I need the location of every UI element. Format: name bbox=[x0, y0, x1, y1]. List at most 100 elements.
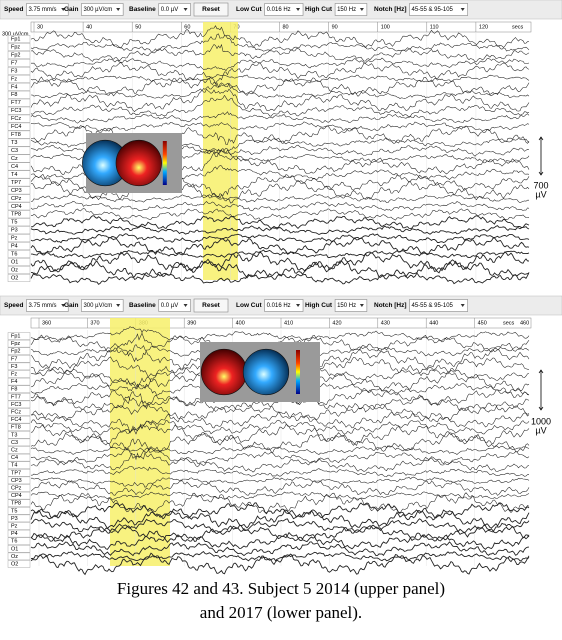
channel-label: FCz bbox=[11, 409, 21, 415]
topomap bbox=[115, 139, 162, 187]
channel-label-box bbox=[7, 347, 31, 355]
dropdown[interactable] bbox=[158, 3, 191, 16]
dropdown-value[interactable]: 150 Hz bbox=[337, 303, 356, 309]
reset-button[interactable] bbox=[193, 2, 229, 17]
time-unit: secs bbox=[503, 320, 515, 326]
dropdown-arrow bbox=[183, 304, 188, 307]
sensitivity: 300 µV/cm bbox=[2, 31, 29, 37]
channel-label: CPz bbox=[11, 196, 22, 202]
time-label: 110 bbox=[430, 24, 439, 30]
eeg-trace bbox=[30, 180, 530, 204]
eeg-trace bbox=[30, 74, 530, 84]
channel-label-box bbox=[7, 332, 31, 340]
channel-label: Pz bbox=[11, 523, 18, 529]
dropdown[interactable] bbox=[26, 299, 69, 312]
time-label: 430 bbox=[381, 320, 390, 326]
channel-label: Fz bbox=[11, 76, 17, 82]
channel-label: FT8 bbox=[11, 425, 21, 431]
dropdown-value[interactable]: 0.016 Hz bbox=[267, 7, 291, 13]
channel-label-box bbox=[7, 499, 31, 507]
channel-label: FT7 bbox=[11, 100, 21, 106]
reset-button[interactable] bbox=[193, 298, 229, 313]
button-label[interactable]: Reset bbox=[202, 302, 221, 309]
eeg-trace bbox=[30, 251, 530, 274]
dropdown[interactable] bbox=[81, 3, 124, 16]
eeg-trace bbox=[30, 121, 530, 132]
colorbar bbox=[296, 350, 300, 394]
channel-label: CP3 bbox=[11, 478, 22, 484]
eeg-trace bbox=[30, 233, 530, 244]
dropdown[interactable] bbox=[264, 3, 304, 16]
dropdown-value[interactable]: 0.0 µV bbox=[161, 303, 178, 309]
channel-label: Cz bbox=[11, 447, 18, 453]
eeg-trace bbox=[31, 249, 530, 259]
channel-label-box bbox=[7, 423, 31, 431]
channel-label-box bbox=[7, 43, 31, 51]
eeg-trace bbox=[30, 420, 530, 446]
channel-label-box bbox=[7, 194, 31, 203]
dropdown-value[interactable]: 0.016 Hz bbox=[267, 303, 291, 309]
toolbar-label: High Cut bbox=[305, 302, 333, 309]
time-label: 50 bbox=[135, 24, 141, 30]
channel-label-box bbox=[7, 226, 31, 235]
eeg-trace bbox=[31, 57, 530, 72]
time-label: 120 bbox=[479, 24, 488, 30]
dropdown[interactable] bbox=[26, 3, 69, 16]
channel-label: CPz bbox=[11, 485, 22, 491]
dropdown-value[interactable]: 0.0 µV bbox=[161, 7, 178, 13]
channel-label: T3 bbox=[11, 432, 17, 438]
channel-label-box bbox=[7, 377, 31, 386]
eeg-trace bbox=[30, 466, 530, 478]
eeg-trace bbox=[30, 194, 529, 204]
eeg-trace bbox=[30, 518, 530, 534]
channel-label: P4 bbox=[11, 531, 18, 537]
channel-label-box bbox=[7, 537, 31, 545]
channel-label-box bbox=[7, 491, 31, 500]
eeg-trace bbox=[30, 334, 530, 363]
channel-label-box bbox=[7, 242, 31, 251]
channel-label: TP8 bbox=[11, 212, 21, 218]
dropdown[interactable] bbox=[334, 299, 368, 312]
dropdown[interactable] bbox=[334, 3, 368, 16]
eeg-trace bbox=[30, 432, 530, 459]
dropdown-value[interactable]: 45-55 & 95-105 bbox=[412, 7, 454, 13]
channel-label-box bbox=[7, 146, 31, 155]
dropdown[interactable] bbox=[264, 299, 304, 312]
toolbar-label: Notch [Hz] bbox=[374, 302, 407, 309]
channel-label-box bbox=[7, 560, 31, 568]
toolbar-label: Low Cut bbox=[236, 302, 262, 309]
dropdown[interactable] bbox=[409, 3, 469, 16]
time-label: 400 bbox=[236, 320, 245, 326]
toolbar-label: Speed bbox=[4, 6, 24, 13]
dropdown-value[interactable]: 45-55 & 95-105 bbox=[412, 303, 454, 309]
eeg-trace bbox=[30, 207, 530, 221]
dropdown-value[interactable]: 3.75 mm/s bbox=[29, 303, 57, 309]
dropdown-value[interactable]: 300 µV/cm bbox=[83, 7, 112, 13]
dropdown[interactable] bbox=[81, 299, 124, 312]
channel-label-box bbox=[7, 106, 31, 115]
dropdown[interactable] bbox=[409, 299, 469, 312]
button-label[interactable]: Reset bbox=[202, 6, 221, 13]
eeg-trace bbox=[30, 410, 530, 435]
dropdown[interactable] bbox=[158, 299, 191, 312]
scale-unit: µV bbox=[535, 189, 546, 199]
eeg-trace bbox=[30, 532, 530, 550]
channel-label-box bbox=[7, 438, 31, 447]
time-ruler bbox=[30, 21, 532, 33]
dropdown-value[interactable]: 3.75 mm/s bbox=[29, 7, 57, 13]
eeg-trace bbox=[30, 507, 530, 530]
toolbar-label: High Cut bbox=[305, 6, 333, 13]
channel-label-box bbox=[7, 355, 31, 363]
channel-label-box bbox=[7, 170, 31, 179]
toolbar-label: Speed bbox=[4, 302, 24, 309]
channel-label-box bbox=[7, 59, 31, 67]
dropdown-arrow bbox=[359, 304, 364, 307]
channel-label-box bbox=[7, 218, 31, 227]
eeg-trace bbox=[31, 215, 530, 230]
channel-label: C3 bbox=[11, 148, 18, 154]
channel-label-box bbox=[7, 250, 31, 258]
channel-label: CP3 bbox=[11, 188, 22, 194]
dropdown-value[interactable]: 150 Hz bbox=[337, 7, 356, 13]
channel-label: FCz bbox=[11, 116, 21, 122]
dropdown-value[interactable]: 300 µV/cm bbox=[83, 303, 112, 309]
